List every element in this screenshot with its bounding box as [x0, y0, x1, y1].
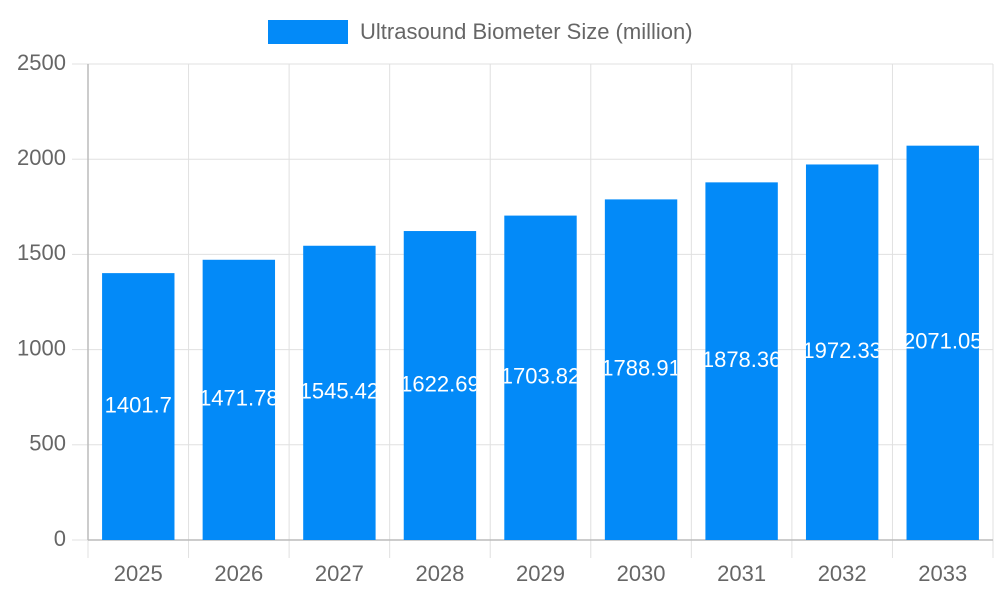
value-label: 1471.78 — [199, 386, 279, 411]
legend: Ultrasound Biometer Size (million) — [268, 19, 693, 44]
x-tick-label: 2029 — [516, 561, 565, 586]
x-tick-label: 2030 — [617, 561, 666, 586]
labels: 0 500 1000 1500 2000 2500 2025 2026 2027 2028 2029… — [17, 50, 967, 586]
value-label: 1788.91 — [601, 356, 681, 381]
bar — [202, 259, 276, 540]
bars: 1401.7 1471.78 1545.42 1622.69 1703.82 1788.9… — [102, 145, 983, 541]
value-label: 1401.7 — [105, 392, 172, 417]
bar — [705, 182, 778, 540]
y-tick-label: 500 — [29, 431, 66, 456]
x-tick-label: 2032 — [818, 561, 867, 586]
bar — [504, 215, 577, 541]
bar — [604, 199, 678, 540]
value-label: 2071.05 — [903, 329, 983, 354]
value-label: 1972.33 — [802, 338, 882, 363]
y-tick-label: 2500 — [17, 50, 66, 75]
value-label: 1703.82 — [501, 364, 581, 389]
x-tick-label: 2031 — [717, 561, 766, 586]
x-tick-label: 2026 — [214, 561, 263, 586]
y-tick-label: 2000 — [17, 145, 66, 170]
y-tick-label: 1000 — [17, 335, 66, 360]
y-tick-label: 1500 — [17, 240, 66, 265]
bar — [403, 231, 477, 540]
x-tick-label: 2033 — [918, 561, 967, 586]
bar — [805, 164, 879, 540]
x-tick-label: 2025 — [114, 561, 163, 586]
bar — [906, 145, 979, 541]
bar — [303, 245, 376, 541]
legend-swatch — [268, 20, 348, 44]
value-label: 1878.36 — [702, 347, 782, 372]
x-tick-label: 2027 — [315, 561, 364, 586]
x-tick-label: 2028 — [415, 561, 464, 586]
bar — [102, 273, 175, 540]
legend-label: Ultrasound Biometer Size (million) — [360, 19, 693, 44]
y-tick-label: 0 — [54, 526, 66, 551]
value-label: 1622.69 — [400, 371, 480, 396]
value-label: 1545.42 — [300, 379, 380, 404]
